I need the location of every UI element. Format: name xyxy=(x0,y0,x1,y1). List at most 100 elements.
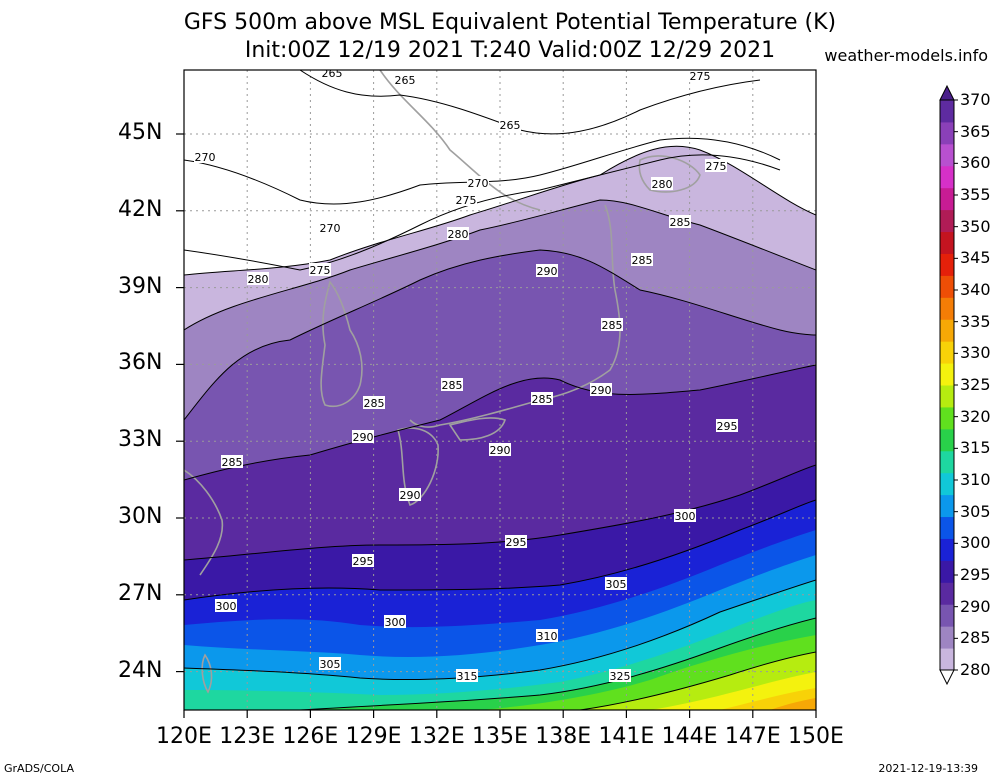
korea-coast xyxy=(320,280,363,407)
contour-label-text: 305 xyxy=(320,658,341,671)
contour-label-bg xyxy=(505,535,527,548)
contour-label: 295 xyxy=(352,554,374,568)
contour-label: 270 xyxy=(319,221,341,235)
contour-label-bg xyxy=(319,221,341,234)
colorbar-swatch xyxy=(940,385,954,408)
contour-label-text: 280 xyxy=(652,178,673,191)
contour-label-text: 285 xyxy=(632,254,653,267)
contour-label: 285 xyxy=(531,392,553,406)
contour-315 xyxy=(299,617,816,710)
contour-labels: 265 265 265 270 270 270 275 275 275 275 280 280 280 2… xyxy=(194,70,738,683)
colorbar-level-label: 305 xyxy=(960,501,991,521)
colorbar-swatch xyxy=(940,626,954,649)
footer-software: GrADS/COLA xyxy=(4,762,74,775)
contour-label-bg xyxy=(531,392,553,405)
contour-label: 290 xyxy=(590,383,612,397)
colorbar-swatch xyxy=(940,450,954,474)
colorbar-level-label: 370 xyxy=(960,90,991,109)
contour-label: 310 xyxy=(536,629,558,643)
credit-text: weather-models.info xyxy=(824,46,988,65)
contour-label-bg xyxy=(352,430,374,443)
contour-label-bg xyxy=(384,615,406,628)
map-plot-area: 265 265 265 270 270 270 275 275 275 275 280 280 280 2… xyxy=(184,70,816,710)
contour-label: 305 xyxy=(319,657,341,671)
contour-label-text: 280 xyxy=(248,273,269,286)
contour-label-text: 300 xyxy=(216,600,237,613)
contour-label-text: 315 xyxy=(457,670,478,683)
contour-295 xyxy=(184,364,816,481)
contour-label-text: 285 xyxy=(222,456,243,469)
contour-label: 270 xyxy=(467,176,489,190)
contour-label-text: 270 xyxy=(320,222,341,235)
contour-label: 325 xyxy=(609,669,631,683)
contour-label: 290 xyxy=(399,488,421,502)
contour-label-text: 295 xyxy=(717,420,738,433)
contour-label: 285 xyxy=(221,455,243,469)
footer-timestamp: 2021-12-19-13:39 xyxy=(878,762,978,775)
colorbar-swatch xyxy=(940,121,954,145)
contour-label-bg xyxy=(499,118,521,131)
contour-label: 300 xyxy=(215,599,237,613)
contour-label-bg xyxy=(601,318,623,331)
japan-shikoku-coast xyxy=(448,417,507,441)
colorbar-level-label: 280 xyxy=(960,660,991,679)
map-title-line2: Init:00Z 12/19 2021 T:240 Valid:00Z 12/2… xyxy=(244,38,776,63)
contour-label: 280 xyxy=(651,177,673,191)
contour-label: 285 xyxy=(601,318,623,332)
contour-label-bg xyxy=(363,396,385,409)
contour-label: 315 xyxy=(456,669,478,683)
contour-label-text: 295 xyxy=(506,536,527,549)
contour-label-text: 285 xyxy=(364,397,385,410)
contour-label: 300 xyxy=(384,615,406,629)
colorbar-swatch xyxy=(940,253,954,276)
colorbar-level-label: 345 xyxy=(960,248,991,268)
colorbar-swatch xyxy=(940,165,954,189)
contour-290 xyxy=(184,249,816,421)
contour-label: 265 xyxy=(499,118,521,132)
contour-325 xyxy=(579,651,816,710)
colorbar-swatch xyxy=(940,231,954,254)
shade-355 xyxy=(770,698,816,710)
contour-310 xyxy=(184,579,816,681)
contour-label-text: 290 xyxy=(490,444,511,457)
contour-label-bg xyxy=(247,272,269,285)
lon-tick-label: 147E xyxy=(724,724,781,749)
contour-label-bg xyxy=(394,73,416,86)
contour-label-bg xyxy=(536,629,558,642)
contour-label: 285 xyxy=(363,396,385,410)
lon-tick-label: 120E xyxy=(156,724,212,749)
colorbar-swatch xyxy=(940,648,954,671)
colorbar-level-label: 285 xyxy=(960,628,991,648)
contour-label-text: 275 xyxy=(310,264,331,277)
lon-tick-label: 132E xyxy=(408,724,465,749)
colorbar-level-label: 310 xyxy=(960,470,991,489)
contour-label-bg xyxy=(590,383,612,396)
colorbar-level-label: 300 xyxy=(960,533,991,553)
lat-tick-label: 27N xyxy=(118,580,163,606)
japan-honshu-coast xyxy=(409,204,621,428)
colorbar-swatch xyxy=(940,275,954,298)
colorbar-swatch xyxy=(940,582,954,605)
contour-label: 290 xyxy=(352,430,374,444)
contour-label-text: 270 xyxy=(468,177,489,190)
contour-label-text: 275 xyxy=(706,160,727,173)
contour-280 xyxy=(184,145,816,276)
contour-label-text: 290 xyxy=(591,384,612,397)
colorbar-level-label: 330 xyxy=(960,343,991,363)
contour-label-text: 305 xyxy=(606,578,627,591)
map-title-line1: GFS 500m above MSL Equivalent Potential … xyxy=(183,10,837,35)
contour-label: 275 xyxy=(705,159,727,173)
lon-tick-label: 138E xyxy=(535,724,592,749)
lat-tick-label: 45N xyxy=(118,120,163,145)
colorbar-swatch xyxy=(940,560,954,583)
contour-label-text: 290 xyxy=(353,431,374,444)
contour-label-bg xyxy=(536,264,558,277)
colorbar-swatch xyxy=(940,538,954,561)
contour-label-text: 275 xyxy=(456,194,477,207)
china-coast xyxy=(184,469,224,576)
contour-label: 285 xyxy=(441,378,463,392)
contour-label: 300 xyxy=(674,509,696,523)
contour-label: 265 xyxy=(321,70,343,80)
contour-label-bg xyxy=(221,455,243,468)
contour-label-bg xyxy=(309,263,331,276)
